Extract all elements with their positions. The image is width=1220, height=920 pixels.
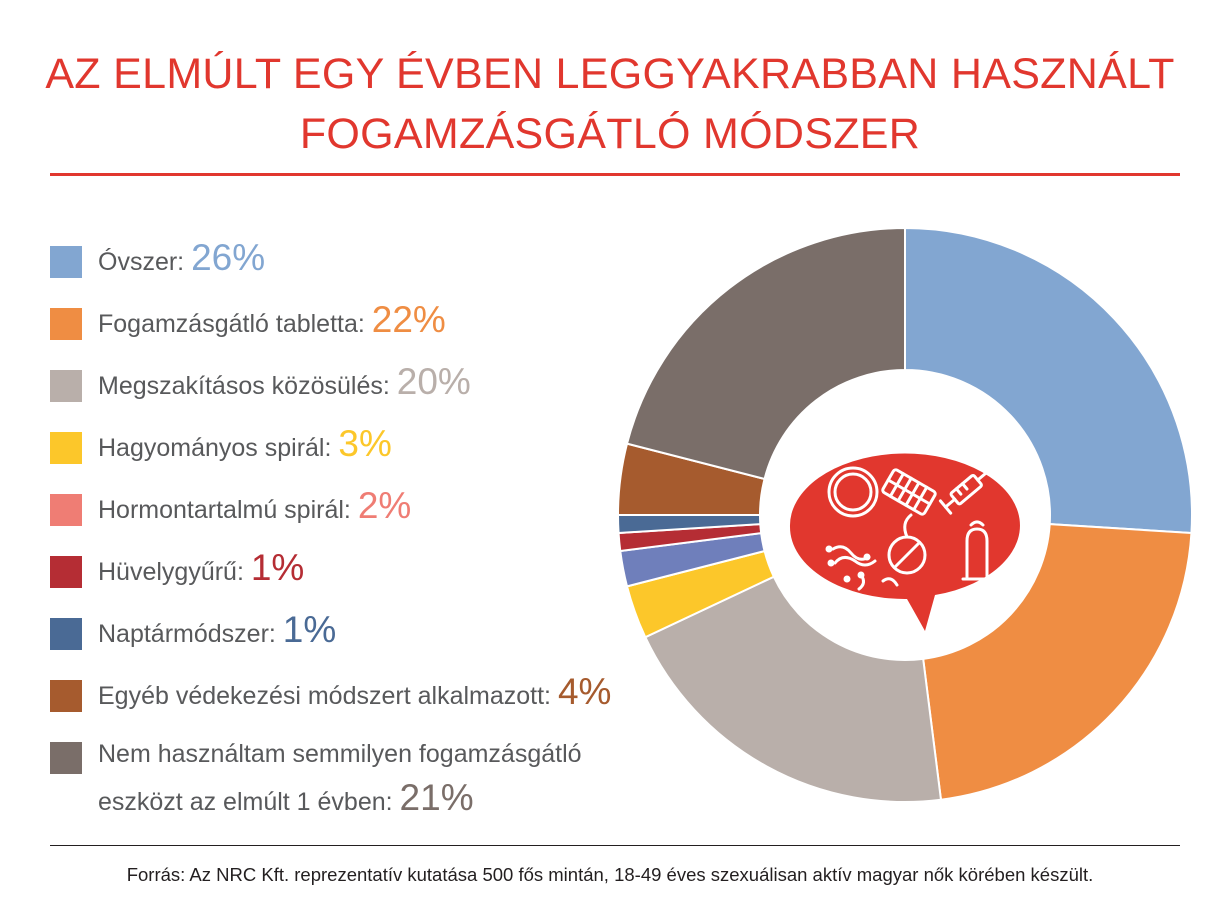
legend-item-hormon-spiral: Hormontartalmú spirál: 2%: [50, 474, 670, 536]
legend-label: Hüvelygyűrű:: [98, 558, 251, 586]
legend-text: Naptármódszer: 1%: [98, 608, 668, 656]
legend-swatch: [50, 618, 82, 650]
legend-swatch: [50, 680, 82, 712]
legend-value: 2%: [357, 485, 412, 526]
legend-swatch: [50, 432, 82, 464]
donut-slice-1: [922, 523, 1193, 801]
no-sperm-icon: [881, 513, 927, 587]
legend-swatch: [50, 308, 82, 340]
legend-item-ovszer: Óvszer: 26%: [50, 226, 670, 288]
legend-item-egyeb: Egyéb védekezési módszert alkalmazott: 4…: [50, 660, 670, 722]
title-line-2: FOGAMZÁSGÁTLÓ MÓDSZER: [299, 110, 921, 158]
title-line-1: AZ ELMÚLT EGY ÉVBEN LEGGYAKRABBAN HASZNÁ…: [45, 50, 1175, 98]
legend-swatch: [50, 742, 82, 774]
legend-text: Megszakításos közösülés: 20%: [98, 360, 668, 408]
legend-swatch: [50, 370, 82, 402]
legend-label: Óvszer:: [98, 248, 192, 276]
donut-chart-svg: [616, 226, 1193, 803]
legend-value: 21%: [399, 777, 474, 818]
ring-icon: [827, 466, 879, 518]
legend-text: Fogamzásgátló tabletta: 22%: [98, 298, 668, 346]
legend-label: Hormontartalmú spirál:: [98, 496, 358, 524]
legend-value: 3%: [338, 423, 392, 464]
legend: Óvszer: 26% Fogamzásgátló tabletta: 22% …: [50, 226, 670, 822]
legend-label: Nem használtam semmilyen fogamzásgátló e…: [98, 740, 582, 816]
legend-value: 1%: [282, 609, 337, 650]
legend-label: Megszakításos közösülés:: [98, 372, 397, 400]
legend-text: Nem használtam semmilyen fogamzásgátló e…: [98, 732, 668, 824]
legend-item-tabletta: Fogamzásgátló tabletta: 22%: [50, 288, 670, 350]
legend-item-huvelygyuru: Hüvelygyűrű: 1%: [50, 536, 670, 598]
condom-icon: [961, 520, 993, 581]
legend-swatch: [50, 494, 82, 526]
legend-value: 20%: [396, 361, 471, 402]
legend-value: 26%: [191, 237, 266, 278]
legend-value: 22%: [371, 299, 446, 340]
legend-label: Naptármódszer:: [98, 620, 283, 648]
legend-label: Fogamzásgátló tabletta:: [98, 310, 372, 338]
title-divider: [50, 173, 1180, 176]
legend-value: 1%: [250, 547, 305, 588]
pill-pack-icon: [881, 468, 937, 516]
legend-text: Óvszer: 26%: [98, 236, 668, 284]
legend-text: Hagyományos spirál: 3%: [98, 422, 668, 470]
legend-swatch: [50, 556, 82, 588]
source-note: Forrás: Az NRC Kft. reprezentatív kutatá…: [126, 864, 1094, 885]
legend-item-nem-hasznalt: Nem használtam semmilyen fogamzásgátló e…: [50, 722, 670, 822]
legend-label: Egyéb védekezési módszert alkalmazott:: [98, 682, 558, 710]
legend-text: Hüvelygyűrű: 1%: [98, 546, 668, 594]
donut-slice-8: [625, 226, 906, 481]
legend-swatch: [50, 246, 82, 278]
donut-chart: [600, 210, 1210, 820]
donut-slice-2: [643, 575, 943, 803]
legend-label: Hagyományos spirál:: [98, 434, 339, 462]
syringe-icon: [938, 468, 992, 515]
legend-text: Hormontartalmú spirál: 2%: [98, 484, 668, 532]
legend-value: 4%: [557, 671, 612, 712]
donut-slices: [616, 226, 1193, 803]
speech-bubble-shape: [789, 453, 1020, 631]
legend-item-hagyomanyos-spiral: Hagyományos spirál: 3%: [50, 412, 670, 474]
footer-divider: [50, 845, 1180, 846]
page-title: AZ ELMÚLT EGY ÉVBEN LEGGYAKRABBAN HASZNÁ…: [0, 44, 1220, 164]
legend-text: Egyéb védekezési módszert alkalmazott: 4…: [98, 670, 668, 718]
legend-item-naptarmodszer: Naptármódszer: 1%: [50, 598, 670, 660]
sperm-cells-icon: [825, 545, 877, 591]
legend-item-megszakitasos: Megszakításos közösülés: 20%: [50, 350, 670, 412]
contraception-methods-speech-bubble-icon: [789, 453, 1020, 631]
donut-slice-0: [904, 226, 1193, 535]
